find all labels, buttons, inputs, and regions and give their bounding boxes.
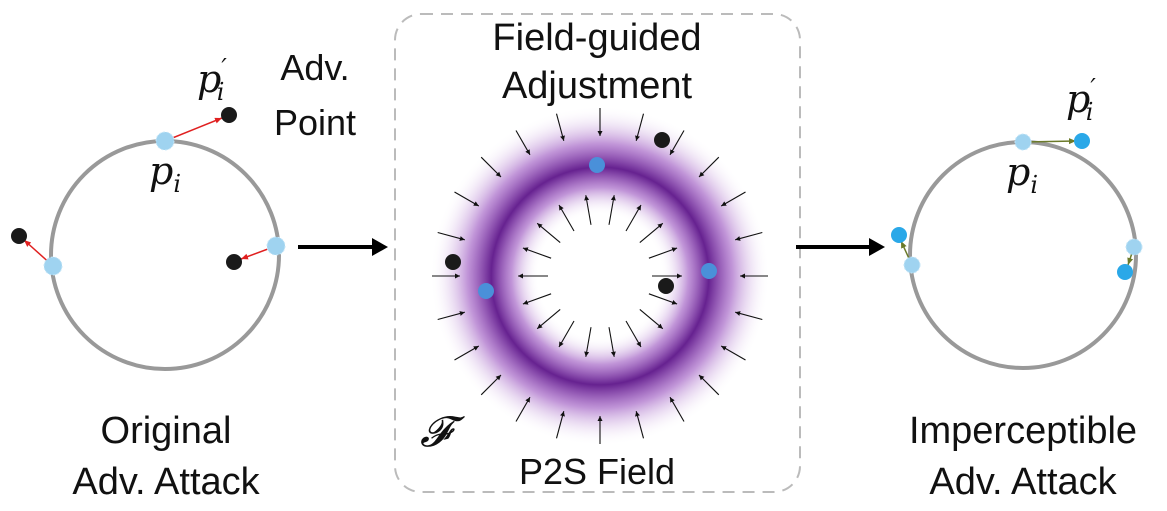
left-adv-point-left: [11, 228, 27, 244]
field-arrow-inner-5: [648, 293, 678, 305]
field-arrow-inner-16: [558, 204, 575, 232]
right-corrected-point-top: [1074, 133, 1090, 149]
left-adv-point-right: [226, 254, 242, 270]
field-adv-point-top: [654, 132, 670, 148]
right-caption-line1: Imperceptible: [909, 410, 1137, 452]
middle-title-line1: Field-guided: [492, 17, 701, 59]
right-arrow-icon: [796, 238, 885, 256]
field-arrow-inner-10: [558, 320, 575, 348]
middle-caption: P2S Field: [519, 451, 675, 492]
field-arrow-outer-1: [635, 113, 645, 141]
field-arrow-outer-3: [698, 156, 720, 178]
field-arrow-inner-6: [639, 308, 664, 330]
middle-panel: Field-guided Adjustment 𝓕 P2S Field: [394, 13, 801, 493]
left-point-label: pi: [149, 149, 181, 198]
left-adv-point-top: [221, 107, 237, 123]
field-arrow-outer-8: [720, 345, 746, 361]
field-surface-point-right: [701, 263, 717, 279]
field-adv-point-right: [658, 278, 674, 294]
field-arrow-inner-15: [536, 222, 561, 244]
field-arrow-outer-21: [480, 156, 502, 178]
field-arrow-outer-5: [735, 231, 763, 241]
left-adv-point-label: p′ i: [197, 54, 227, 106]
left-caption-line1: Original: [101, 410, 232, 452]
field-arrow-outer-13: [555, 411, 565, 439]
field-arrow-outer-11: [635, 411, 645, 439]
field-surface-point-left: [478, 283, 494, 299]
field-arrow-inner-1: [625, 204, 642, 232]
middle-title-line2: Adjustment: [502, 65, 693, 107]
right-point-label: pi: [1006, 150, 1038, 199]
field-arrow-outer-23: [555, 113, 565, 141]
left-original-point-left: [43, 256, 63, 276]
field-arrow-outer-10: [669, 396, 685, 422]
field-arrow-inner-12: [522, 293, 552, 305]
left-caption-line2: Adv. Attack: [72, 461, 260, 503]
adv-point-callout-line2: Point: [274, 102, 356, 143]
left-attack-arrow-top: [164, 117, 223, 142]
field-arrow-outer-7: [735, 311, 763, 321]
field-surface-point-top: [589, 157, 605, 173]
p2s-field-ring: [430, 106, 770, 446]
field-arrow-inner-9: [584, 327, 592, 357]
field-arrow-outer-19: [437, 231, 465, 241]
adv-point-callout-line1: Adv.: [280, 47, 349, 88]
field-arrow-outer-14: [515, 396, 531, 422]
left-original-point-top: [155, 131, 175, 151]
field-arrow-inner-14: [522, 247, 552, 259]
left-panel: pi p′ i Adv. Point Original Adv. Attack: [11, 47, 356, 503]
field-adv-point-left: [445, 254, 461, 270]
right-caption-line2: Adv. Attack: [929, 461, 1117, 503]
field-arrow-inner-0: [608, 195, 616, 225]
field-arrow-outer-15: [480, 374, 502, 396]
field-arrow-inner-8: [608, 327, 616, 357]
right-correction-arrow-top: [1022, 138, 1077, 145]
field-arrow-outer-16: [454, 345, 480, 361]
field-arrow-inner-17: [584, 195, 592, 225]
field-arrow-outer-2: [669, 130, 685, 156]
field-arrow-inner-7: [625, 320, 642, 348]
field-arrow-outer-4: [720, 191, 746, 207]
field-arrow-outer-22: [515, 130, 531, 156]
field-arrow-inner-2: [639, 222, 664, 244]
field-dashed-box: [394, 13, 801, 493]
field-arrow-outer-17: [437, 311, 465, 321]
field-arrows: [432, 108, 768, 444]
right-original-point-top: [1014, 133, 1032, 151]
right-arrow-icon: [298, 238, 388, 256]
left-original-point-right: [266, 236, 286, 256]
field-arrow-inner-11: [536, 308, 561, 330]
right-corrected-point-left: [891, 227, 907, 243]
right-corrected-point-right: [1117, 264, 1133, 280]
right-adv-point-label: p′ i: [1066, 74, 1096, 126]
right-original-point-left: [903, 256, 921, 274]
field-arrow-inner-3: [648, 247, 678, 259]
field-symbol: 𝓕: [420, 407, 465, 456]
right-panel: pi p′ i Imperceptible Adv. Attack: [891, 74, 1143, 503]
field-arrow-outer-20: [454, 191, 480, 207]
field-arrow-outer-9: [698, 374, 720, 396]
right-original-point-right: [1125, 238, 1143, 256]
